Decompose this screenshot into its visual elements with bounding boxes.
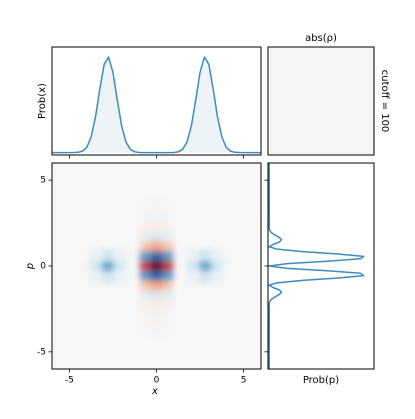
panel-frame (267, 46, 375, 156)
heatmap-cell (139, 241, 153, 252)
heatmap-cell (139, 260, 153, 272)
heatmap-cell (101, 248, 114, 260)
heatmap-cell (199, 248, 212, 260)
panel-title: abs(ρ) (305, 33, 337, 44)
x-tick-label: 5 (241, 376, 247, 386)
heatmap-cell (101, 260, 114, 272)
heatmap-cell (89, 272, 102, 284)
heatmap-cell (160, 232, 174, 243)
heatmap-cell (160, 203, 174, 214)
x-axis-label: Prob(p) (303, 375, 339, 386)
y-axis-label: p (25, 263, 36, 270)
heatmap-cell (150, 251, 163, 262)
plot-area (268, 47, 374, 155)
heatmap-cell (160, 222, 174, 233)
heatmap-cell (139, 232, 153, 243)
heatmap-cell (139, 318, 153, 329)
heatmap-cell (150, 203, 163, 214)
heatmap-cell (139, 251, 153, 262)
heatmap-cell (211, 272, 224, 284)
heatmap-cell (186, 272, 200, 284)
heatmap-cells (89, 193, 224, 339)
heatmap-cell (199, 260, 212, 272)
heatmap-cell (89, 260, 102, 272)
annotation: cutoff = 100 (379, 70, 390, 133)
heatmap-cell (139, 289, 153, 300)
heatmap-cell (160, 251, 174, 262)
heatmap-cell (150, 318, 163, 329)
heatmap-cell (139, 328, 153, 339)
x-axis-label: x (151, 386, 158, 397)
heatmap-cell (160, 193, 174, 204)
y-tick-label: -5 (37, 347, 46, 357)
heatmap-cell (160, 299, 174, 310)
y-axis-label: Prob(x) (37, 83, 48, 119)
heatmap-cell (150, 222, 163, 233)
heatmap-cell (113, 260, 127, 272)
heatmap-cell (160, 318, 174, 329)
heatmap-cell (139, 203, 153, 214)
y-tick-label: 5 (40, 176, 46, 186)
heatmap-cell (199, 272, 212, 284)
heatmap (89, 193, 224, 339)
heatmap-cell (150, 270, 163, 281)
heatmap-cell (113, 248, 127, 260)
heatmap-cell (139, 308, 153, 320)
heatmap-cell (150, 308, 163, 320)
heatmap-cell (113, 272, 127, 284)
heatmap-cell (150, 232, 163, 243)
heatmap-cell (186, 248, 200, 260)
x-tick-label: 0 (154, 376, 160, 386)
heatmap-cell (160, 289, 174, 300)
heatmap-cell (139, 193, 153, 204)
x-tick-label: -5 (65, 376, 74, 386)
line (51, 56, 262, 154)
heatmap-cell (160, 241, 174, 252)
plot-area (52, 47, 261, 155)
heatmap-cell (211, 248, 224, 260)
heatmap-cell (160, 308, 174, 320)
heatmap-cell (139, 280, 153, 291)
heatmap-cell (211, 260, 224, 272)
heatmap-cell (150, 241, 163, 252)
heatmap-cell (150, 260, 163, 272)
heatmap-cell (101, 272, 114, 284)
heatmap-cell (139, 299, 153, 310)
heatmap-cell (150, 193, 163, 204)
plot-area (268, 163, 374, 369)
heatmap-cell (139, 212, 153, 224)
heatmap-cell (139, 222, 153, 233)
heatmap-cell (139, 270, 153, 281)
heatmap-cell (150, 280, 163, 291)
y-tick-label: 0 (40, 262, 46, 272)
heatmap-cell (160, 280, 174, 291)
heatmap-cell (160, 212, 174, 224)
heatmap-cell (160, 328, 174, 339)
heatmap-cell (150, 212, 163, 224)
heatmap-cell (160, 260, 174, 272)
heatmap-cell (150, 328, 163, 339)
heatmap-cell (150, 299, 163, 310)
heatmap-cell (186, 260, 200, 272)
heatmap-cell (160, 270, 174, 281)
heatmap-cell (150, 289, 163, 300)
heatmap-cell (89, 248, 102, 260)
line (268, 162, 365, 370)
area (52, 57, 261, 153)
